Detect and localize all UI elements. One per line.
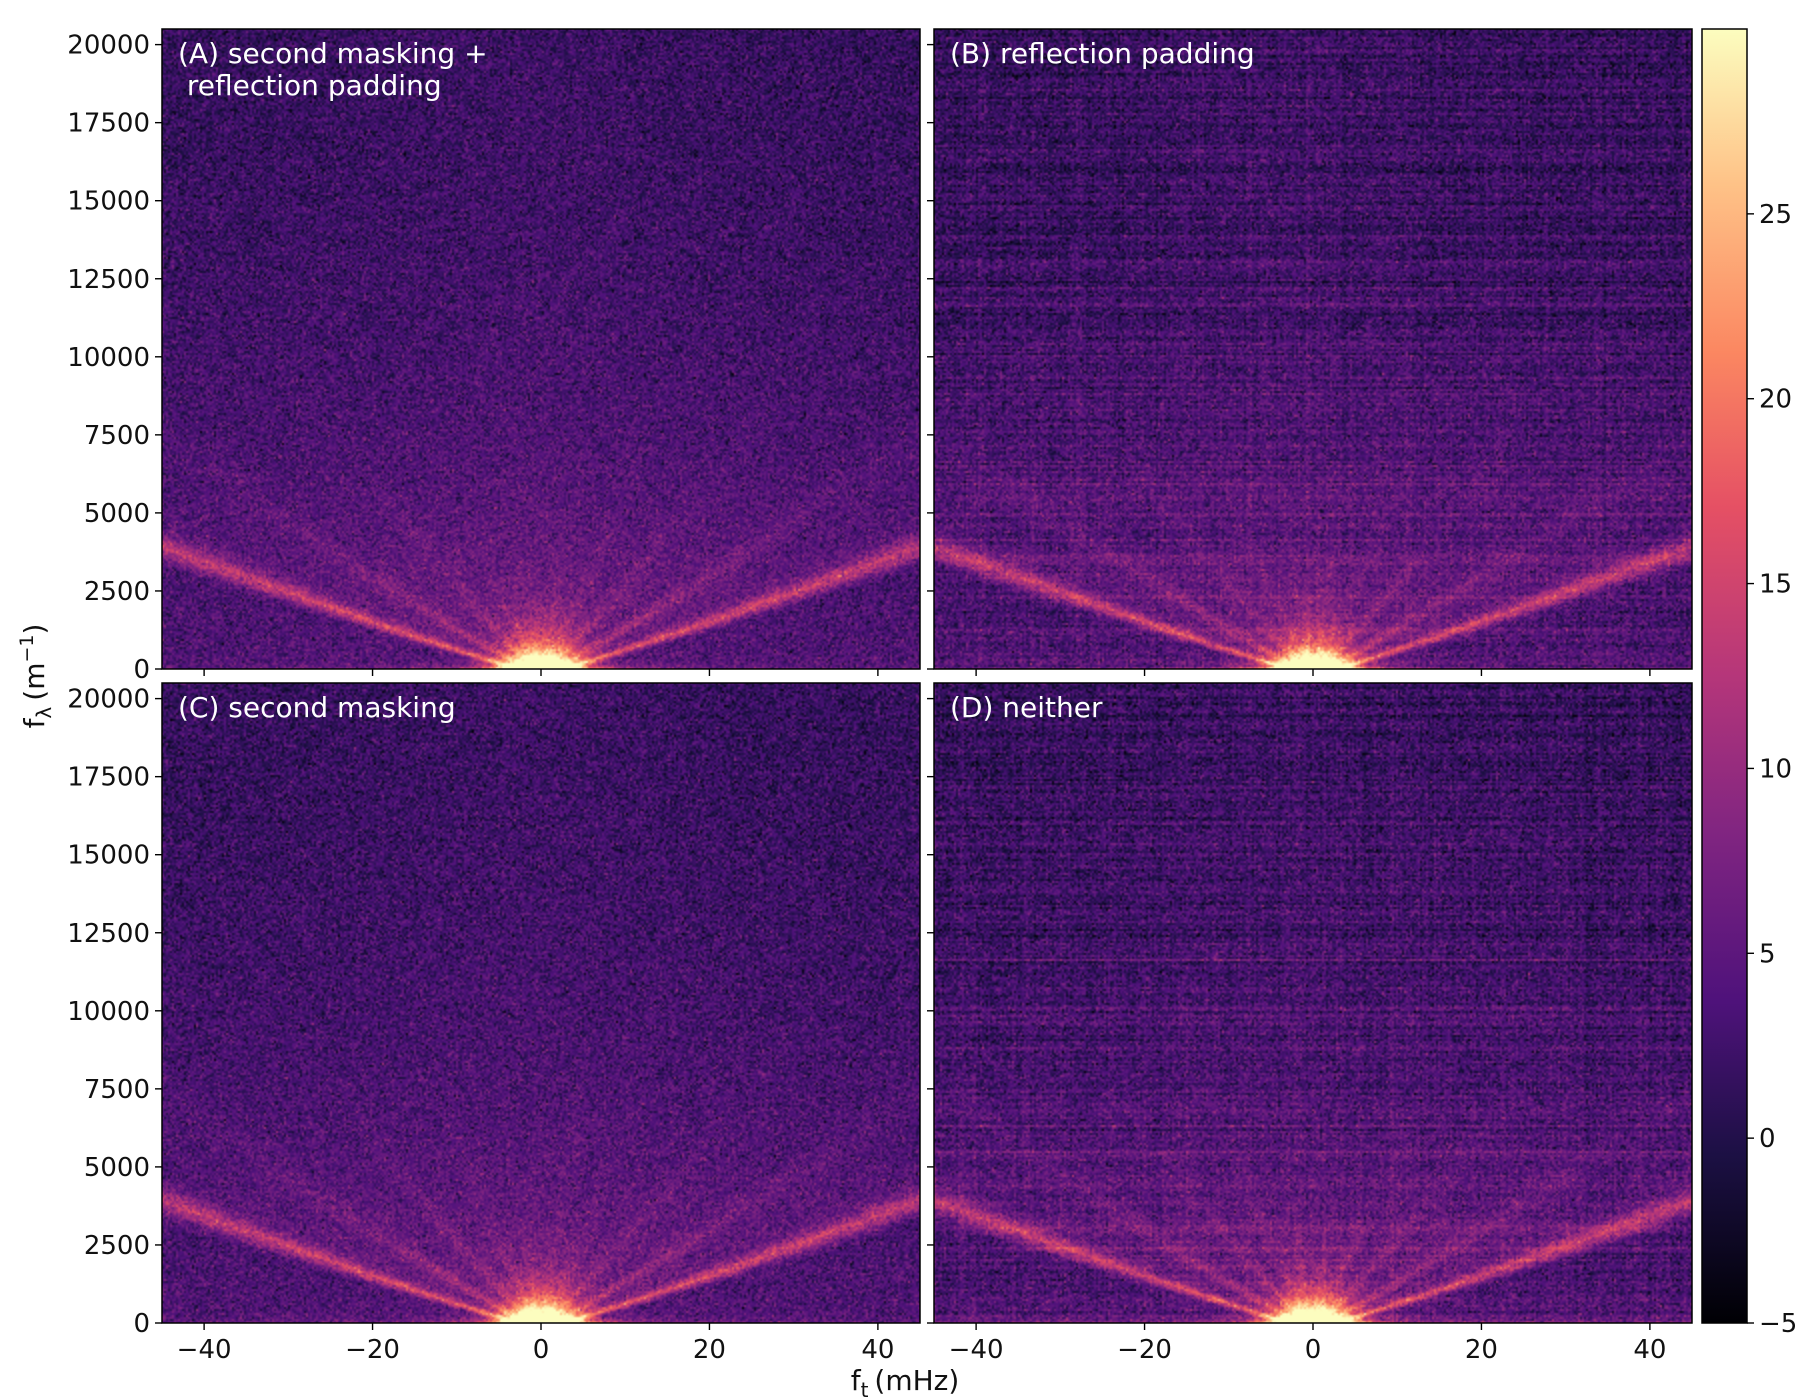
y-tick-label: 0 — [133, 1309, 150, 1339]
x-tick-label: 40 — [1633, 1335, 1666, 1365]
colorbar-tick-label: 10 — [1759, 754, 1792, 784]
y-tick-label: 2500 — [84, 577, 150, 607]
axis-ticks: 02500500075001000012500150001750020000−4… — [67, 31, 1666, 1365]
panel-c: (C) second masking — [161, 682, 921, 1324]
panel-c-label: (C) second masking — [178, 691, 456, 724]
x-axis-title: ft (mHz) — [851, 1364, 960, 1400]
y-tick-label: 10000 — [67, 343, 150, 373]
colorbar-tick-label: 20 — [1759, 385, 1792, 415]
y-tick-label: 17500 — [67, 763, 150, 793]
colorbar-tick-label: 0 — [1759, 1124, 1776, 1154]
panel-a-label-line-2: reflection padding — [178, 69, 442, 102]
y-tick-label: 12500 — [67, 265, 150, 295]
y-tick-label: 20000 — [67, 685, 150, 715]
y-tick-label: 2500 — [84, 1231, 150, 1261]
x-tick-label: 20 — [1465, 1335, 1498, 1365]
y-tick-label: 10000 — [67, 997, 150, 1027]
y-tick-label: 5000 — [84, 499, 150, 529]
x-tick-label: 40 — [861, 1335, 894, 1365]
panel-d: (D) neither — [933, 682, 1693, 1324]
colorbar-frame — [1701, 28, 1748, 1324]
x-tick-label: −20 — [345, 1335, 400, 1365]
panel-a: (A) second masking + reflection padding — [161, 28, 921, 670]
heatmap-c — [162, 683, 920, 1323]
panel-d-label: (D) neither — [950, 691, 1103, 724]
x-tick-label: −40 — [949, 1335, 1004, 1365]
y-tick-label: 5000 — [84, 1153, 150, 1183]
x-tick-label: 0 — [1305, 1335, 1322, 1365]
y-axis-title: fλ(m−1) — [16, 624, 56, 729]
y-tick-label: 17500 — [67, 109, 150, 139]
panel-b-label: (B) reflection padding — [950, 37, 1255, 70]
colorbar-gradient — [1702, 29, 1747, 1323]
panel-a-label-line-1: (A) second masking + — [178, 37, 488, 70]
heatmap-b — [934, 29, 1692, 669]
y-tick-label: 15000 — [67, 187, 150, 217]
colorbar-ticks: −5 0 5 10 15 20 25 — [1747, 200, 1797, 1339]
colorbar-tick-label: −5 — [1759, 1309, 1797, 1339]
x-tick-label: 20 — [693, 1335, 726, 1365]
colorbar-tick-label: 15 — [1759, 570, 1792, 600]
heatmap-d — [934, 683, 1692, 1323]
heatmap-a — [162, 29, 920, 669]
x-tick-label: −20 — [1117, 1335, 1172, 1365]
y-tick-label: 7500 — [84, 421, 150, 451]
x-tick-label: 0 — [533, 1335, 550, 1365]
y-tick-label: 15000 — [67, 841, 150, 871]
y-tick-label: 12500 — [67, 919, 150, 949]
y-tick-label: 0 — [133, 655, 150, 685]
y-tick-label: 7500 — [84, 1075, 150, 1105]
y-tick-label: 20000 — [67, 31, 150, 61]
x-tick-label: −40 — [177, 1335, 232, 1365]
panel-b: (B) reflection padding — [933, 28, 1693, 670]
colorbar-tick-label: 25 — [1759, 200, 1792, 230]
colorbar-tick-label: 5 — [1759, 939, 1776, 969]
colorbar: −5 0 5 10 15 20 25 — [1701, 28, 1797, 1339]
